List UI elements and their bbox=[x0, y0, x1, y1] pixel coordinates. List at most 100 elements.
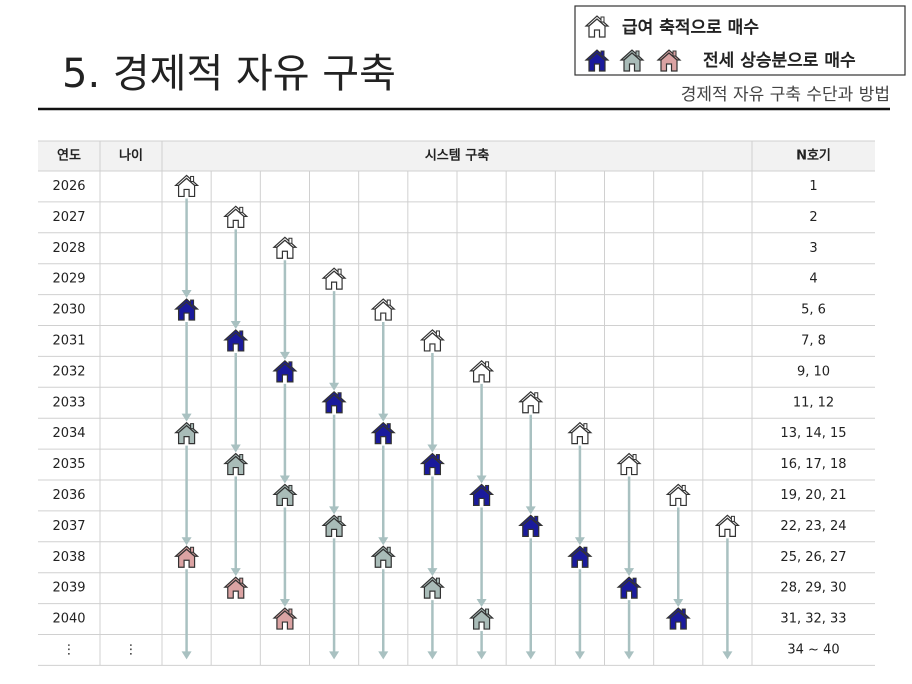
house-chimney bbox=[600, 16, 605, 23]
arrow-head bbox=[378, 537, 389, 546]
house-chimney bbox=[337, 515, 342, 522]
house-icon bbox=[584, 49, 610, 72]
house-chimney bbox=[681, 608, 686, 615]
n-cell: 31, 32, 33 bbox=[780, 612, 846, 627]
arrow-head bbox=[378, 651, 389, 660]
house-chimney bbox=[435, 577, 440, 584]
year-cell: 2030 bbox=[52, 303, 85, 318]
arrow-head bbox=[378, 413, 389, 422]
column-header: N호기 bbox=[796, 149, 831, 164]
house-icon bbox=[370, 421, 396, 445]
house-chimney bbox=[239, 454, 244, 461]
arrow-head bbox=[181, 651, 192, 660]
house-icon bbox=[272, 607, 298, 630]
house-chimney bbox=[190, 299, 195, 306]
house-icon bbox=[656, 49, 682, 72]
house-icon bbox=[223, 205, 249, 228]
year-cell: 2038 bbox=[52, 550, 85, 565]
n-cell: 3 bbox=[809, 241, 817, 256]
house-icon bbox=[370, 298, 396, 321]
year-cell: 2034 bbox=[52, 426, 85, 441]
house-icon bbox=[567, 421, 593, 445]
house-chimney bbox=[485, 484, 490, 491]
house-icon bbox=[619, 49, 645, 72]
title: 5. 경제적 자유 구축 bbox=[62, 51, 396, 97]
house-chimney bbox=[386, 546, 391, 553]
house-icon bbox=[469, 483, 495, 507]
arrow-head bbox=[525, 651, 536, 660]
house-icon bbox=[321, 514, 347, 537]
year-cell: 2033 bbox=[52, 395, 85, 410]
house-chimney bbox=[386, 299, 391, 306]
arrow-head bbox=[525, 506, 536, 515]
year-cell: 2039 bbox=[52, 581, 85, 596]
house-icon bbox=[223, 452, 249, 476]
house-icon bbox=[518, 390, 544, 414]
year-cell: 2031 bbox=[52, 333, 85, 348]
n-cell: 9, 10 bbox=[797, 364, 830, 379]
house-chimney bbox=[190, 175, 195, 182]
house-chimney bbox=[337, 392, 342, 399]
arrow-head bbox=[279, 351, 290, 360]
arrow-head bbox=[476, 651, 487, 660]
arrow-head bbox=[427, 444, 438, 453]
house-icon bbox=[469, 360, 495, 383]
arrow-head bbox=[427, 651, 438, 660]
house-chimney bbox=[190, 546, 195, 553]
arrow-head bbox=[181, 537, 192, 546]
house-icon bbox=[174, 545, 200, 568]
house-icon bbox=[321, 267, 347, 290]
legend-salary: 급여 축적으로 매수 bbox=[622, 18, 759, 38]
house-chimney bbox=[435, 330, 440, 337]
house-icon bbox=[616, 576, 642, 599]
house-chimney bbox=[635, 50, 640, 57]
arrow-head bbox=[181, 290, 192, 299]
arrow-head bbox=[476, 599, 487, 608]
n-cell: 16, 17, 18 bbox=[780, 457, 846, 472]
house-icon bbox=[616, 452, 642, 476]
year-cell: 2028 bbox=[52, 241, 85, 256]
house-chimney bbox=[672, 50, 677, 57]
house-chimney bbox=[485, 608, 490, 615]
n-cell: 28, 29, 30 bbox=[780, 581, 846, 596]
house-icon bbox=[272, 236, 298, 259]
year-cell: 2037 bbox=[52, 519, 85, 534]
arrow-head bbox=[673, 599, 684, 608]
house-chimney bbox=[534, 392, 539, 399]
year-cell: 2027 bbox=[52, 210, 85, 225]
arrow-head bbox=[574, 651, 585, 660]
house-chimney bbox=[583, 546, 588, 553]
arrow-head bbox=[624, 568, 635, 577]
n-cell: 11, 12 bbox=[793, 395, 834, 410]
year-cell: 2032 bbox=[52, 364, 85, 379]
house-icon bbox=[321, 390, 347, 414]
column-header: 나이 bbox=[119, 148, 143, 164]
house-icon bbox=[419, 452, 445, 476]
house-icon bbox=[665, 483, 691, 507]
house-icon bbox=[584, 15, 610, 38]
arrow-head bbox=[230, 444, 241, 453]
n-cell: 34 ~ 40 bbox=[787, 642, 839, 657]
house-icon bbox=[272, 360, 298, 383]
house-chimney bbox=[681, 484, 686, 491]
arrow-head bbox=[329, 382, 340, 391]
house-icon bbox=[370, 545, 396, 568]
house-icon bbox=[174, 298, 200, 321]
house-chimney bbox=[239, 330, 244, 337]
n-cell: 2 bbox=[809, 210, 817, 225]
house-chimney bbox=[239, 577, 244, 584]
n-cell: 25, 26, 27 bbox=[780, 550, 846, 565]
legend-deposit: 전세 상승분으로 매수 bbox=[703, 51, 856, 71]
n-cell: 4 bbox=[809, 272, 817, 287]
arrow-head bbox=[329, 506, 340, 515]
house-chimney bbox=[288, 484, 293, 491]
house-chimney bbox=[730, 515, 735, 522]
arrow-head bbox=[624, 651, 635, 660]
house-icon bbox=[665, 607, 691, 630]
subtitle: 경제적 자유 구축 수단과 방법 bbox=[681, 85, 890, 105]
n-cell: 22, 23, 24 bbox=[780, 519, 846, 534]
house-icon bbox=[272, 483, 298, 507]
n-cell: 7, 8 bbox=[801, 333, 826, 348]
house-chimney bbox=[386, 423, 391, 430]
arrow-head bbox=[230, 568, 241, 577]
